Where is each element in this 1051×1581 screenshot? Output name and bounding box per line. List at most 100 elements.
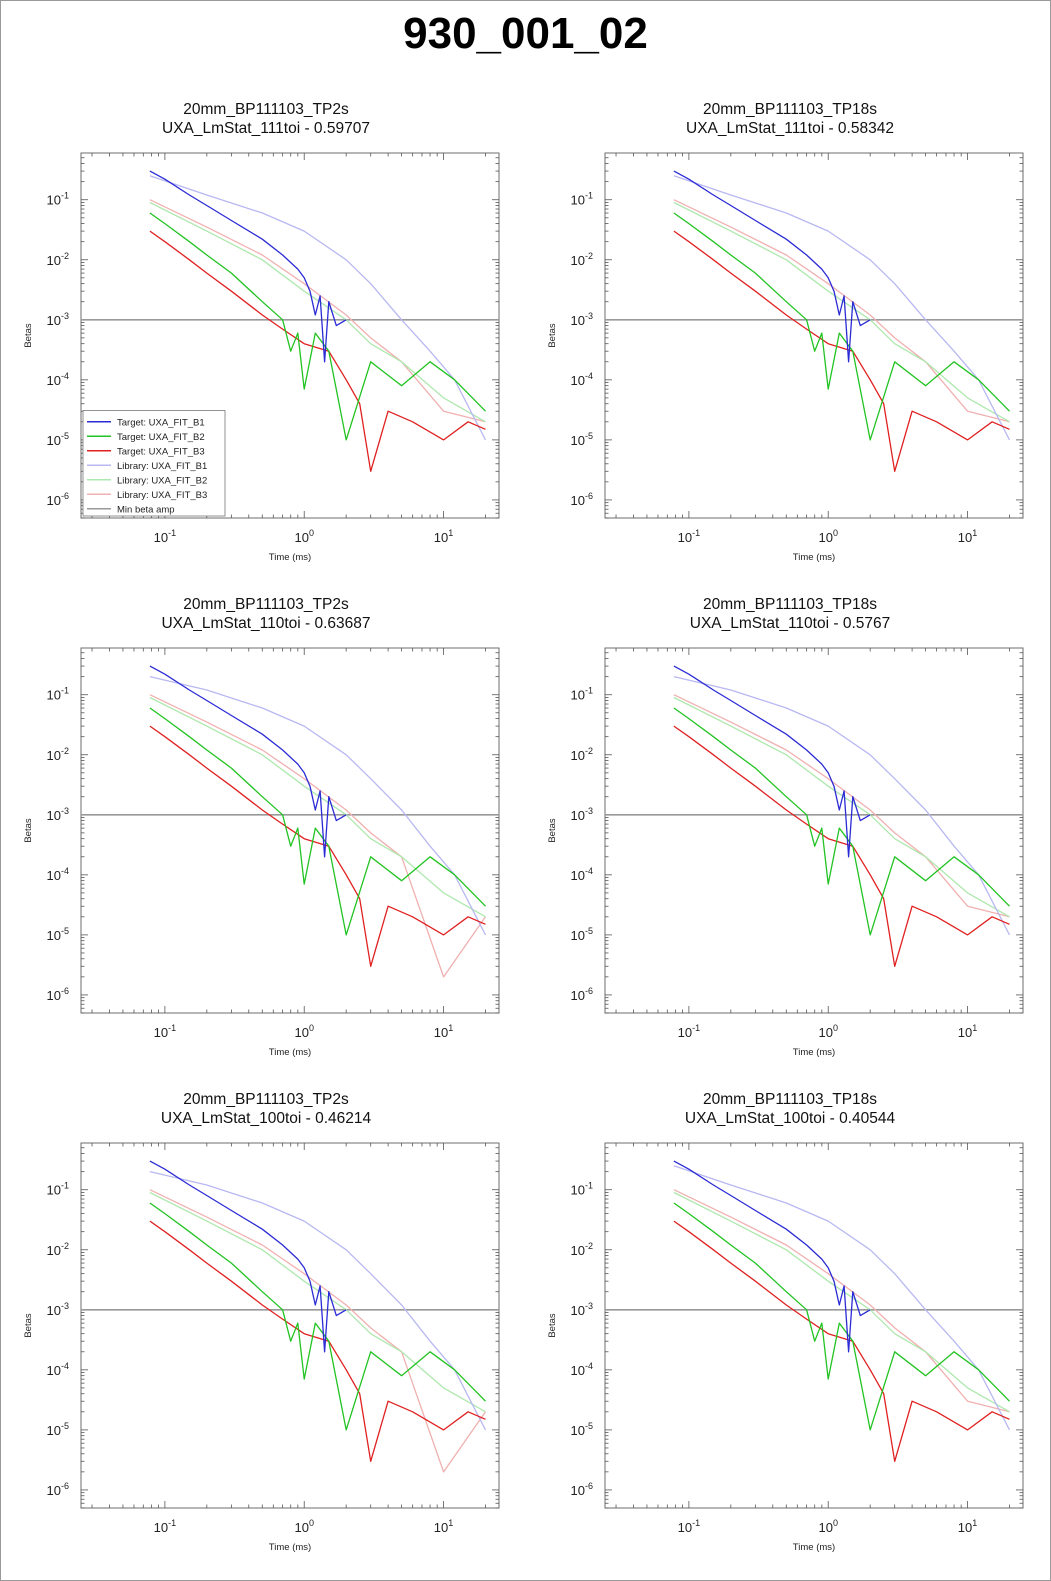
x-tick-base: 10 <box>294 530 308 545</box>
y-tick-label: 10-2 <box>47 251 69 268</box>
y-tick-base: 10 <box>47 748 61 763</box>
x-tick-exponent: -1 <box>168 1023 176 1033</box>
plot-area <box>80 647 500 1014</box>
y-tick-exponent: -5 <box>61 431 69 441</box>
series-line-target-uxa-fit-b2 <box>149 1202 486 1431</box>
y-tick-label: 10-3 <box>47 311 69 328</box>
chart-title-line1: 20mm_BP111103_TP2s <box>183 101 349 118</box>
x-tick-base: 10 <box>434 1025 448 1040</box>
x-tick-label: 10-1 <box>154 1023 176 1040</box>
y-tick-base: 10 <box>571 868 585 883</box>
y-tick-label: 10-6 <box>47 1481 69 1498</box>
y-tick-exponent: -2 <box>61 1241 69 1251</box>
chart-title: 20mm_BP111103_TP18s UXA_LmStat_111toi - 0… <box>615 100 965 138</box>
x-tick-exponent: 1 <box>448 528 453 538</box>
series-line-library-uxa-fit-b2 <box>149 201 486 423</box>
series-line-target-uxa-fit-b2 <box>673 1202 1010 1431</box>
y-tick-base: 10 <box>571 193 585 208</box>
x-tick-base: 10 <box>958 1025 972 1040</box>
y-tick-exponent: -3 <box>585 311 593 321</box>
plot-area <box>604 1142 1024 1509</box>
y-tick-exponent: -3 <box>61 1301 69 1311</box>
x-axis-label: Time (ms) <box>793 1047 835 1058</box>
chart-panel-3: 20mm_BP111103_TP2s UXA_LmStat_110toi - 0.… <box>1 591 525 1086</box>
x-tick-label: 101 <box>958 1518 977 1535</box>
y-tick-label: 10-5 <box>47 926 69 943</box>
y-tick-base: 10 <box>571 748 585 763</box>
series-line-library-uxa-fit-b1 <box>673 175 1011 441</box>
y-tick-exponent: -4 <box>61 371 69 381</box>
series-line-library-uxa-fit-b1 <box>149 1170 487 1431</box>
x-tick-base: 10 <box>818 1520 832 1535</box>
y-tick-label: 10-6 <box>571 491 593 508</box>
series-line-target-uxa-fit-b1 <box>673 665 871 858</box>
y-tick-label: 10-3 <box>571 1301 593 1318</box>
y-axis-label: Betas <box>547 323 558 348</box>
series-line-target-uxa-fit-b1 <box>673 1160 871 1353</box>
x-tick-exponent: -1 <box>168 528 176 538</box>
chart-title-line1: 20mm_BP111103_TP18s <box>702 596 878 613</box>
y-tick-label: 10-5 <box>47 1421 69 1438</box>
series-line-library-uxa-fit-b1 <box>673 1165 1011 1431</box>
y-tick-label: 10-4 <box>571 1361 593 1378</box>
y-tick-base: 10 <box>571 373 585 388</box>
chart-title-line2: UXA_LmStat_110toi - 0.63687 <box>161 615 371 632</box>
x-tick-base: 10 <box>958 1520 972 1535</box>
series-group <box>81 1160 499 1473</box>
x-tick-base: 10 <box>154 530 168 545</box>
y-tick-base: 10 <box>571 928 585 943</box>
y-tick-label: 10-1 <box>571 191 593 208</box>
y-tick-exponent: -1 <box>585 686 593 696</box>
y-tick-base: 10 <box>571 1243 585 1258</box>
plot-area <box>604 647 1024 1014</box>
x-axis-label: Time (ms) <box>793 1542 835 1553</box>
legend-entry: Library: UXA_FIT_B1 <box>117 461 207 472</box>
y-tick-base: 10 <box>47 808 61 823</box>
x-tick-base: 10 <box>434 530 448 545</box>
y-tick-label: 10-4 <box>47 1361 69 1378</box>
x-tick-base: 10 <box>958 530 972 545</box>
x-tick-label: 100 <box>294 528 313 545</box>
x-axis-label: Time (ms) <box>269 552 311 563</box>
series-line-library-uxa-fit-b3 <box>149 1189 487 1473</box>
x-minor-ticks <box>615 153 1010 518</box>
chart-title-line1: 20mm_BP111103_TP2s <box>183 596 349 613</box>
x-tick-label: 10-1 <box>678 1023 700 1040</box>
x-tick-label: 100 <box>294 1023 313 1040</box>
x-tick-label: 101 <box>434 1023 453 1040</box>
x-tick-exponent: 0 <box>833 1518 838 1528</box>
y-tick-base: 10 <box>47 1303 61 1318</box>
y-tick-exponent: -4 <box>61 866 69 876</box>
series-group <box>81 170 499 472</box>
y-tick-exponent: -3 <box>61 311 69 321</box>
series-group <box>81 665 499 978</box>
y-tick-label: 10-4 <box>571 371 593 388</box>
y-tick-label: 10-5 <box>571 1421 593 1438</box>
y-tick-base: 10 <box>47 988 61 1003</box>
y-tick-exponent: -1 <box>61 1181 69 1191</box>
series-line-library-uxa-fit-b3 <box>673 199 1010 423</box>
y-tick-label: 10-2 <box>571 746 593 763</box>
y-tick-exponent: -1 <box>585 191 593 201</box>
y-tick-base: 10 <box>571 1183 585 1198</box>
chart-title-line2: UXA_LmStat_100toi - 0.40544 <box>684 1110 896 1127</box>
y-tick-exponent: -6 <box>585 491 593 501</box>
y-tick-base: 10 <box>47 253 61 268</box>
y-tick-label: 10-1 <box>47 1181 69 1198</box>
y-tick-label: 10-6 <box>571 1481 593 1498</box>
x-tick-exponent: 1 <box>972 1518 977 1528</box>
y-tick-base: 10 <box>47 1423 61 1438</box>
x-tick-exponent: -1 <box>692 1518 700 1528</box>
series-group <box>605 1160 1023 1462</box>
y-tick-exponent: -4 <box>585 371 593 381</box>
series-line-library-uxa-fit-b2 <box>149 696 486 918</box>
x-tick-exponent: 0 <box>309 1023 314 1033</box>
y-tick-label: 10-2 <box>571 251 593 268</box>
y-tick-base: 10 <box>47 1363 61 1378</box>
legend-entry: Library: UXA_FIT_B3 <box>117 490 207 501</box>
y-tick-base: 10 <box>47 373 61 388</box>
x-tick-exponent: 1 <box>972 1023 977 1033</box>
